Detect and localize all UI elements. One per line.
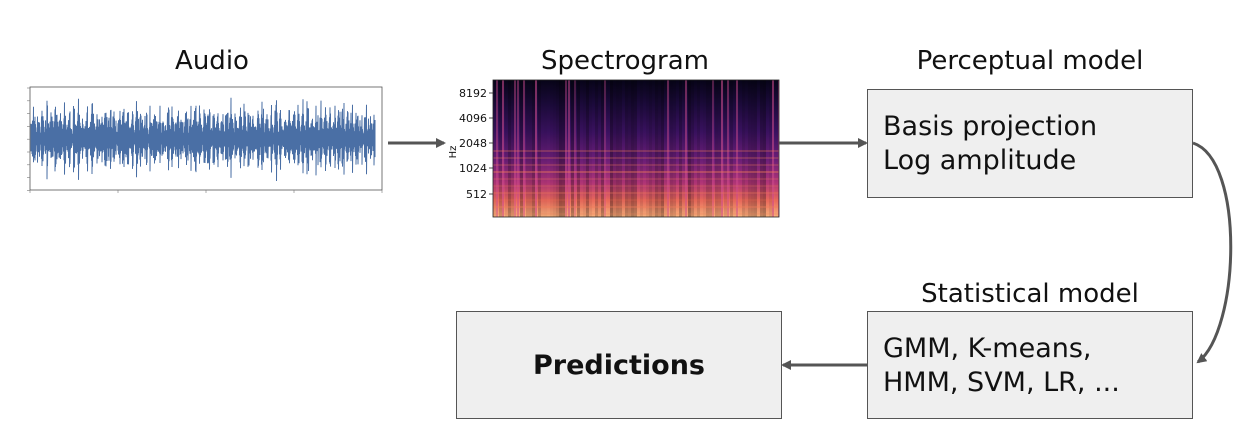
waveform <box>30 97 376 182</box>
spectrogram-tick-label: 8192 <box>459 87 487 100</box>
statistical-model-box: GMM, K-means, HMM, SVM, LR, ... <box>867 311 1193 419</box>
spectrogram-y-axis: 8192 4096 2048 1024 512 <box>459 87 493 201</box>
spectrogram-tick-label: 2048 <box>459 137 487 150</box>
statistical-line-2: HMM, SVM, LR, ... <box>883 367 1120 398</box>
perceptual-line-2: Log amplitude <box>883 145 1077 176</box>
spectrogram-tick-label: 512 <box>466 188 487 201</box>
audio-title: Audio <box>175 46 249 76</box>
perceptual-model-box: Basis projection Log amplitude <box>867 89 1193 198</box>
spectrogram-title: Spectrogram <box>541 46 709 76</box>
spectrogram-tick-label: 4096 <box>459 112 487 125</box>
perceptual-line-1: Basis projection <box>883 111 1098 142</box>
statistical-line-1: GMM, K-means, <box>883 333 1092 364</box>
statistical-model-title: Statistical model <box>921 279 1139 309</box>
spectrogram-image <box>492 79 780 218</box>
spectrogram-axis-label: Hz <box>448 146 459 159</box>
spectrogram-tick-label: 1024 <box>459 162 487 175</box>
perceptual-model-title: Perceptual model <box>916 46 1144 76</box>
waveform-plot <box>27 86 383 193</box>
predictions-label: Predictions <box>532 349 705 381</box>
arrow-perceptual-to-statistical <box>1192 141 1233 364</box>
predictions-box: Predictions <box>456 311 782 419</box>
